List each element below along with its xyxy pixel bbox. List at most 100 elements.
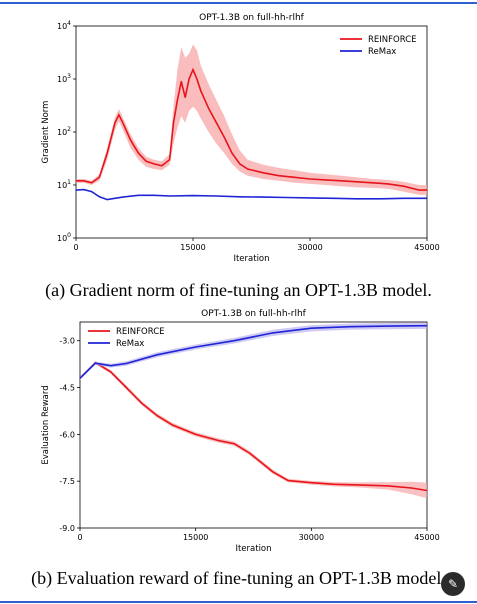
- plot-frame: [75, 25, 428, 239]
- chart-panel-b: OPT-1.3B on full-hh-rlhf -3.0 -4.5 -6.0 -7.5…: [0, 300, 477, 600]
- remax-point: [403, 197, 405, 199]
- reinforce-point: [98, 176, 100, 178]
- remax-point: [239, 196, 241, 198]
- reinforce-point: [156, 415, 158, 417]
- reinforce-point: [145, 160, 147, 162]
- remax-point: [387, 325, 390, 327]
- remax-point: [379, 198, 381, 200]
- remax-point: [233, 340, 235, 342]
- reinforce-point: [357, 484, 359, 486]
- chart-title: OPT-1.3B on full-hh-rlhf: [201, 309, 307, 319]
- remax-point: [110, 365, 112, 367]
- reinforce-point: [247, 168, 249, 170]
- x-tick-label: 15000: [183, 533, 208, 542]
- reinforce-point: [426, 489, 428, 492]
- reinforce-point: [141, 402, 143, 404]
- x-tick-label: 30000: [297, 243, 322, 252]
- evaluation-reward-chart: OPT-1.3B on full-hh-rlhf -3.0 -4.5 -6.0 -7.5…: [41, 309, 440, 554]
- x-tick-label: 0: [73, 243, 78, 252]
- chart-title: OPT-1.3B on full-hh-rlhf: [199, 13, 305, 23]
- y-tick-label: 100: [57, 232, 71, 243]
- reinforce-point: [333, 483, 336, 485]
- legend-label-reinforce: REINFORCE: [368, 35, 417, 45]
- reinforce-point: [106, 152, 108, 154]
- remax-point: [169, 195, 171, 197]
- reinforce-point: [118, 114, 120, 116]
- remax-point: [156, 354, 158, 356]
- remax-point: [106, 199, 108, 201]
- reinforce-point: [161, 165, 163, 167]
- reinforce-point: [110, 371, 112, 373]
- reinforce-point: [114, 122, 116, 124]
- remax-point: [137, 194, 139, 196]
- reinforce-point: [272, 471, 274, 473]
- reinforce-point: [231, 152, 233, 154]
- reinforce-point: [75, 180, 77, 182]
- remax-point: [153, 194, 155, 196]
- remax-point: [195, 346, 197, 348]
- y-tick-label: -7.5: [59, 477, 75, 486]
- remax-line: [75, 188, 427, 201]
- reinforce-point: [171, 424, 174, 426]
- remax-point: [79, 377, 81, 379]
- reinforce-point: [223, 136, 225, 138]
- reinforce-point: [91, 182, 93, 184]
- reinforce-point: [130, 139, 132, 141]
- reinforce-point: [125, 386, 127, 389]
- remax-point: [125, 362, 127, 365]
- remax-point: [192, 195, 194, 197]
- reinforce-point: [83, 180, 85, 182]
- reinforce-point: [169, 159, 171, 161]
- reinforce-point: [180, 80, 182, 83]
- reinforce-point: [218, 440, 220, 442]
- y-tick-label: 104: [57, 20, 71, 31]
- reinforce-point: [196, 78, 198, 80]
- reinforce-point: [176, 99, 178, 101]
- reinforce-point: [387, 183, 389, 185]
- remax-point: [332, 197, 334, 199]
- remax-point: [426, 325, 428, 327]
- y-axis-label: Gradient Norm: [41, 101, 51, 164]
- x-axis-label: Iteration: [235, 544, 271, 554]
- reinforce-point: [215, 122, 217, 124]
- reinforce-point: [293, 176, 295, 178]
- gradient-norm-chart: OPT-1.3B on full-hh-rlhf 100 101 102 103 104 0…: [41, 13, 440, 264]
- reinforce-point: [153, 163, 155, 165]
- reinforce-point: [184, 96, 186, 98]
- reinforce-point: [403, 185, 405, 187]
- x-axis-label: Iteration: [233, 254, 269, 264]
- reinforce-point: [233, 443, 235, 445]
- reinforce-point: [249, 452, 251, 454]
- reinforce-point: [188, 78, 190, 80]
- reinforce-point: [287, 479, 289, 482]
- reinforce-point: [371, 182, 373, 184]
- remax-point: [426, 197, 428, 199]
- reinforce-line: [76, 67, 427, 191]
- reinforce-point: [239, 163, 241, 165]
- reinforce-point: [410, 487, 413, 489]
- caption-b: (b) Evaluation reward of fine-tuning an …: [31, 568, 446, 588]
- reinforce-point: [278, 175, 280, 177]
- y-tick-label: -4.5: [59, 384, 75, 393]
- reinforce-point: [325, 179, 327, 181]
- reinforce-point: [418, 189, 420, 191]
- y-tick-label: 103: [57, 73, 71, 84]
- reinforce-point: [387, 485, 390, 487]
- remax-point: [349, 326, 351, 328]
- y-tick-label: -9.0: [59, 524, 75, 533]
- remax-point: [91, 191, 93, 193]
- remax-point: [310, 327, 312, 329]
- y-tick-label: 102: [57, 126, 71, 137]
- reinforce-point: [195, 433, 197, 435]
- x-tick-label: 45000: [414, 533, 439, 542]
- reinforce-point: [122, 122, 124, 124]
- x-tick-label: 30000: [299, 533, 324, 542]
- reinforce-point: [200, 90, 202, 92]
- remax-point: [309, 197, 311, 199]
- remax-point: [94, 362, 97, 364]
- bottom-border: [0, 601, 477, 603]
- x-tick-label: 45000: [414, 243, 439, 252]
- reinforce-point: [426, 189, 428, 191]
- remax-band: [80, 322, 427, 380]
- remax-point: [262, 196, 264, 198]
